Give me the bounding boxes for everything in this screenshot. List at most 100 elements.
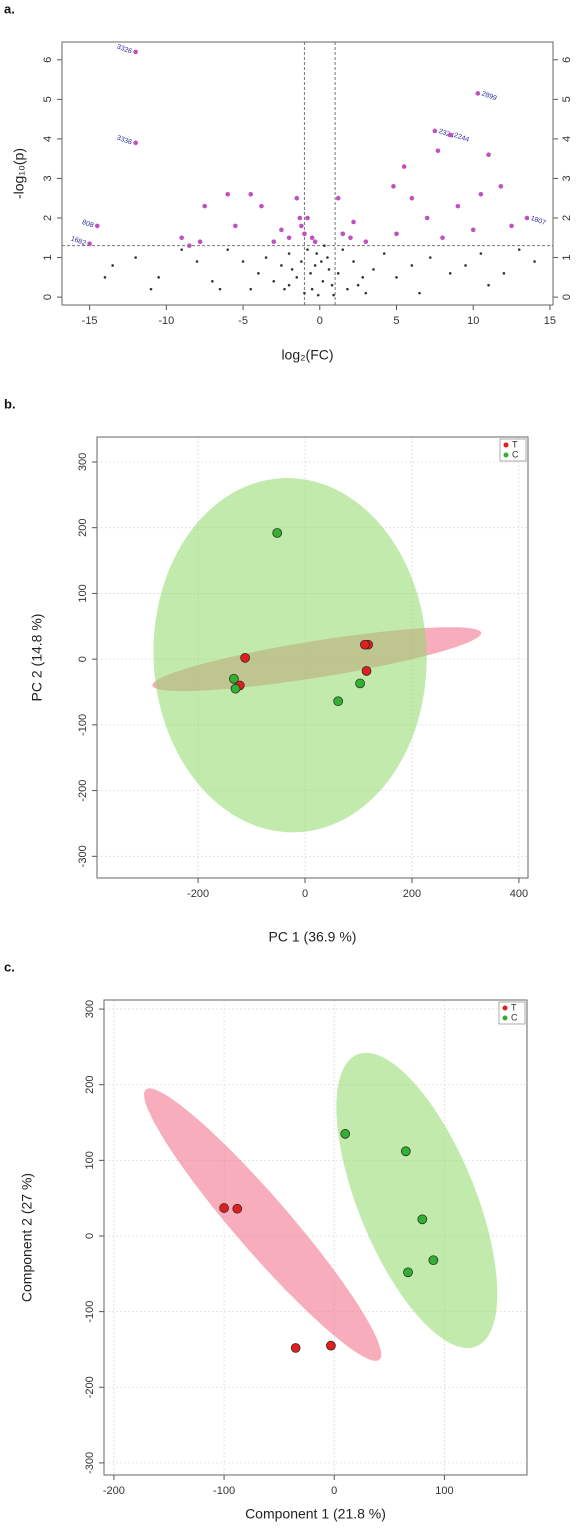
point (179, 235, 184, 241)
x-tick-label: -5 (238, 315, 248, 327)
point-label: 1682 (70, 235, 87, 247)
point (157, 276, 160, 279)
point (409, 195, 415, 201)
legend-label: T (511, 1002, 517, 1012)
point (264, 256, 268, 259)
x-axis-title: log₂(FC) (281, 347, 333, 363)
point (225, 191, 231, 197)
point (295, 276, 299, 279)
legend-swatch (503, 442, 509, 448)
point (320, 260, 323, 263)
point (259, 203, 264, 209)
point-label: 3326 (116, 44, 133, 56)
point (257, 272, 260, 275)
point (312, 239, 318, 245)
point (487, 283, 490, 287)
y2-tick-label: 0 (561, 294, 573, 300)
point (524, 215, 530, 221)
y2-tick-label: 5 (561, 96, 573, 102)
point (432, 128, 438, 134)
y-tick-label: 200 (84, 1076, 96, 1094)
y2-tick-label: 1 (561, 254, 573, 260)
point (232, 1203, 243, 1214)
point (249, 287, 253, 291)
y-tick-label: 5 (42, 96, 54, 102)
confidence-ellipse (153, 478, 427, 833)
point (299, 223, 304, 229)
x-tick-label: 10 (467, 315, 479, 327)
confidence-ellipse (144, 1088, 382, 1361)
y-tick-label: -100 (84, 1301, 96, 1323)
legend-label: T (512, 439, 518, 449)
point (363, 239, 369, 245)
point (440, 235, 445, 241)
x-tick-label: 200 (403, 888, 421, 900)
y-tick-label: 300 (77, 453, 89, 471)
point (361, 666, 372, 676)
point (309, 272, 312, 275)
plot-area (144, 1052, 498, 1361)
point (103, 276, 107, 279)
point (424, 215, 430, 221)
point-label: 3336 (116, 135, 133, 147)
point (326, 1340, 336, 1351)
y-tick-label: 3 (42, 175, 54, 181)
point (219, 1203, 229, 1213)
x-tick-label: 0 (331, 1485, 337, 1497)
y-tick-label: 0 (77, 656, 89, 662)
x-tick-label: 100 (435, 1485, 453, 1497)
panel-label: b. (4, 396, 16, 411)
plot-box (96, 436, 529, 879)
point (403, 1267, 413, 1278)
point (300, 260, 303, 263)
point (498, 184, 504, 189)
y-tick-label: 100 (84, 1151, 96, 1169)
point (351, 219, 356, 225)
x-tick-label: 400 (510, 888, 528, 900)
point (361, 276, 365, 279)
point (330, 283, 334, 287)
x-tick-label: -200 (187, 888, 209, 900)
point (479, 252, 483, 255)
point (418, 291, 421, 295)
plot-box (103, 999, 528, 1476)
y-tick-label: 2 (42, 215, 54, 221)
point (340, 231, 346, 237)
point (517, 248, 521, 251)
y-tick-label: 300 (84, 1000, 96, 1018)
point-label: 2324 (438, 128, 455, 140)
y2-tick-label: 4 (561, 136, 573, 142)
point (352, 260, 355, 263)
point (447, 132, 453, 138)
point (133, 140, 138, 146)
x-tick-label: 0 (302, 888, 308, 900)
point (241, 260, 245, 263)
point (321, 279, 325, 283)
panel-label: c. (4, 959, 15, 974)
y-axis-title: PC 2 (14.8 %) (29, 614, 45, 702)
point (297, 215, 303, 221)
x-tick-label: -200 (103, 1485, 125, 1497)
point (283, 287, 286, 291)
point (218, 287, 222, 291)
point (464, 264, 467, 267)
point (428, 1255, 439, 1266)
point (248, 191, 254, 197)
point (478, 191, 484, 197)
point-label: 2899 (481, 90, 498, 102)
point (448, 272, 452, 275)
point (310, 287, 314, 291)
point (287, 252, 291, 255)
confidence-ellipse (336, 1052, 498, 1348)
point (410, 264, 414, 267)
point (87, 241, 92, 246)
y-tick-label: -200 (77, 780, 89, 802)
point (360, 639, 370, 650)
point (233, 223, 238, 229)
point (486, 152, 491, 158)
point (195, 260, 199, 263)
point (417, 1214, 428, 1225)
point (395, 276, 398, 279)
legend-label: C (511, 1012, 518, 1022)
